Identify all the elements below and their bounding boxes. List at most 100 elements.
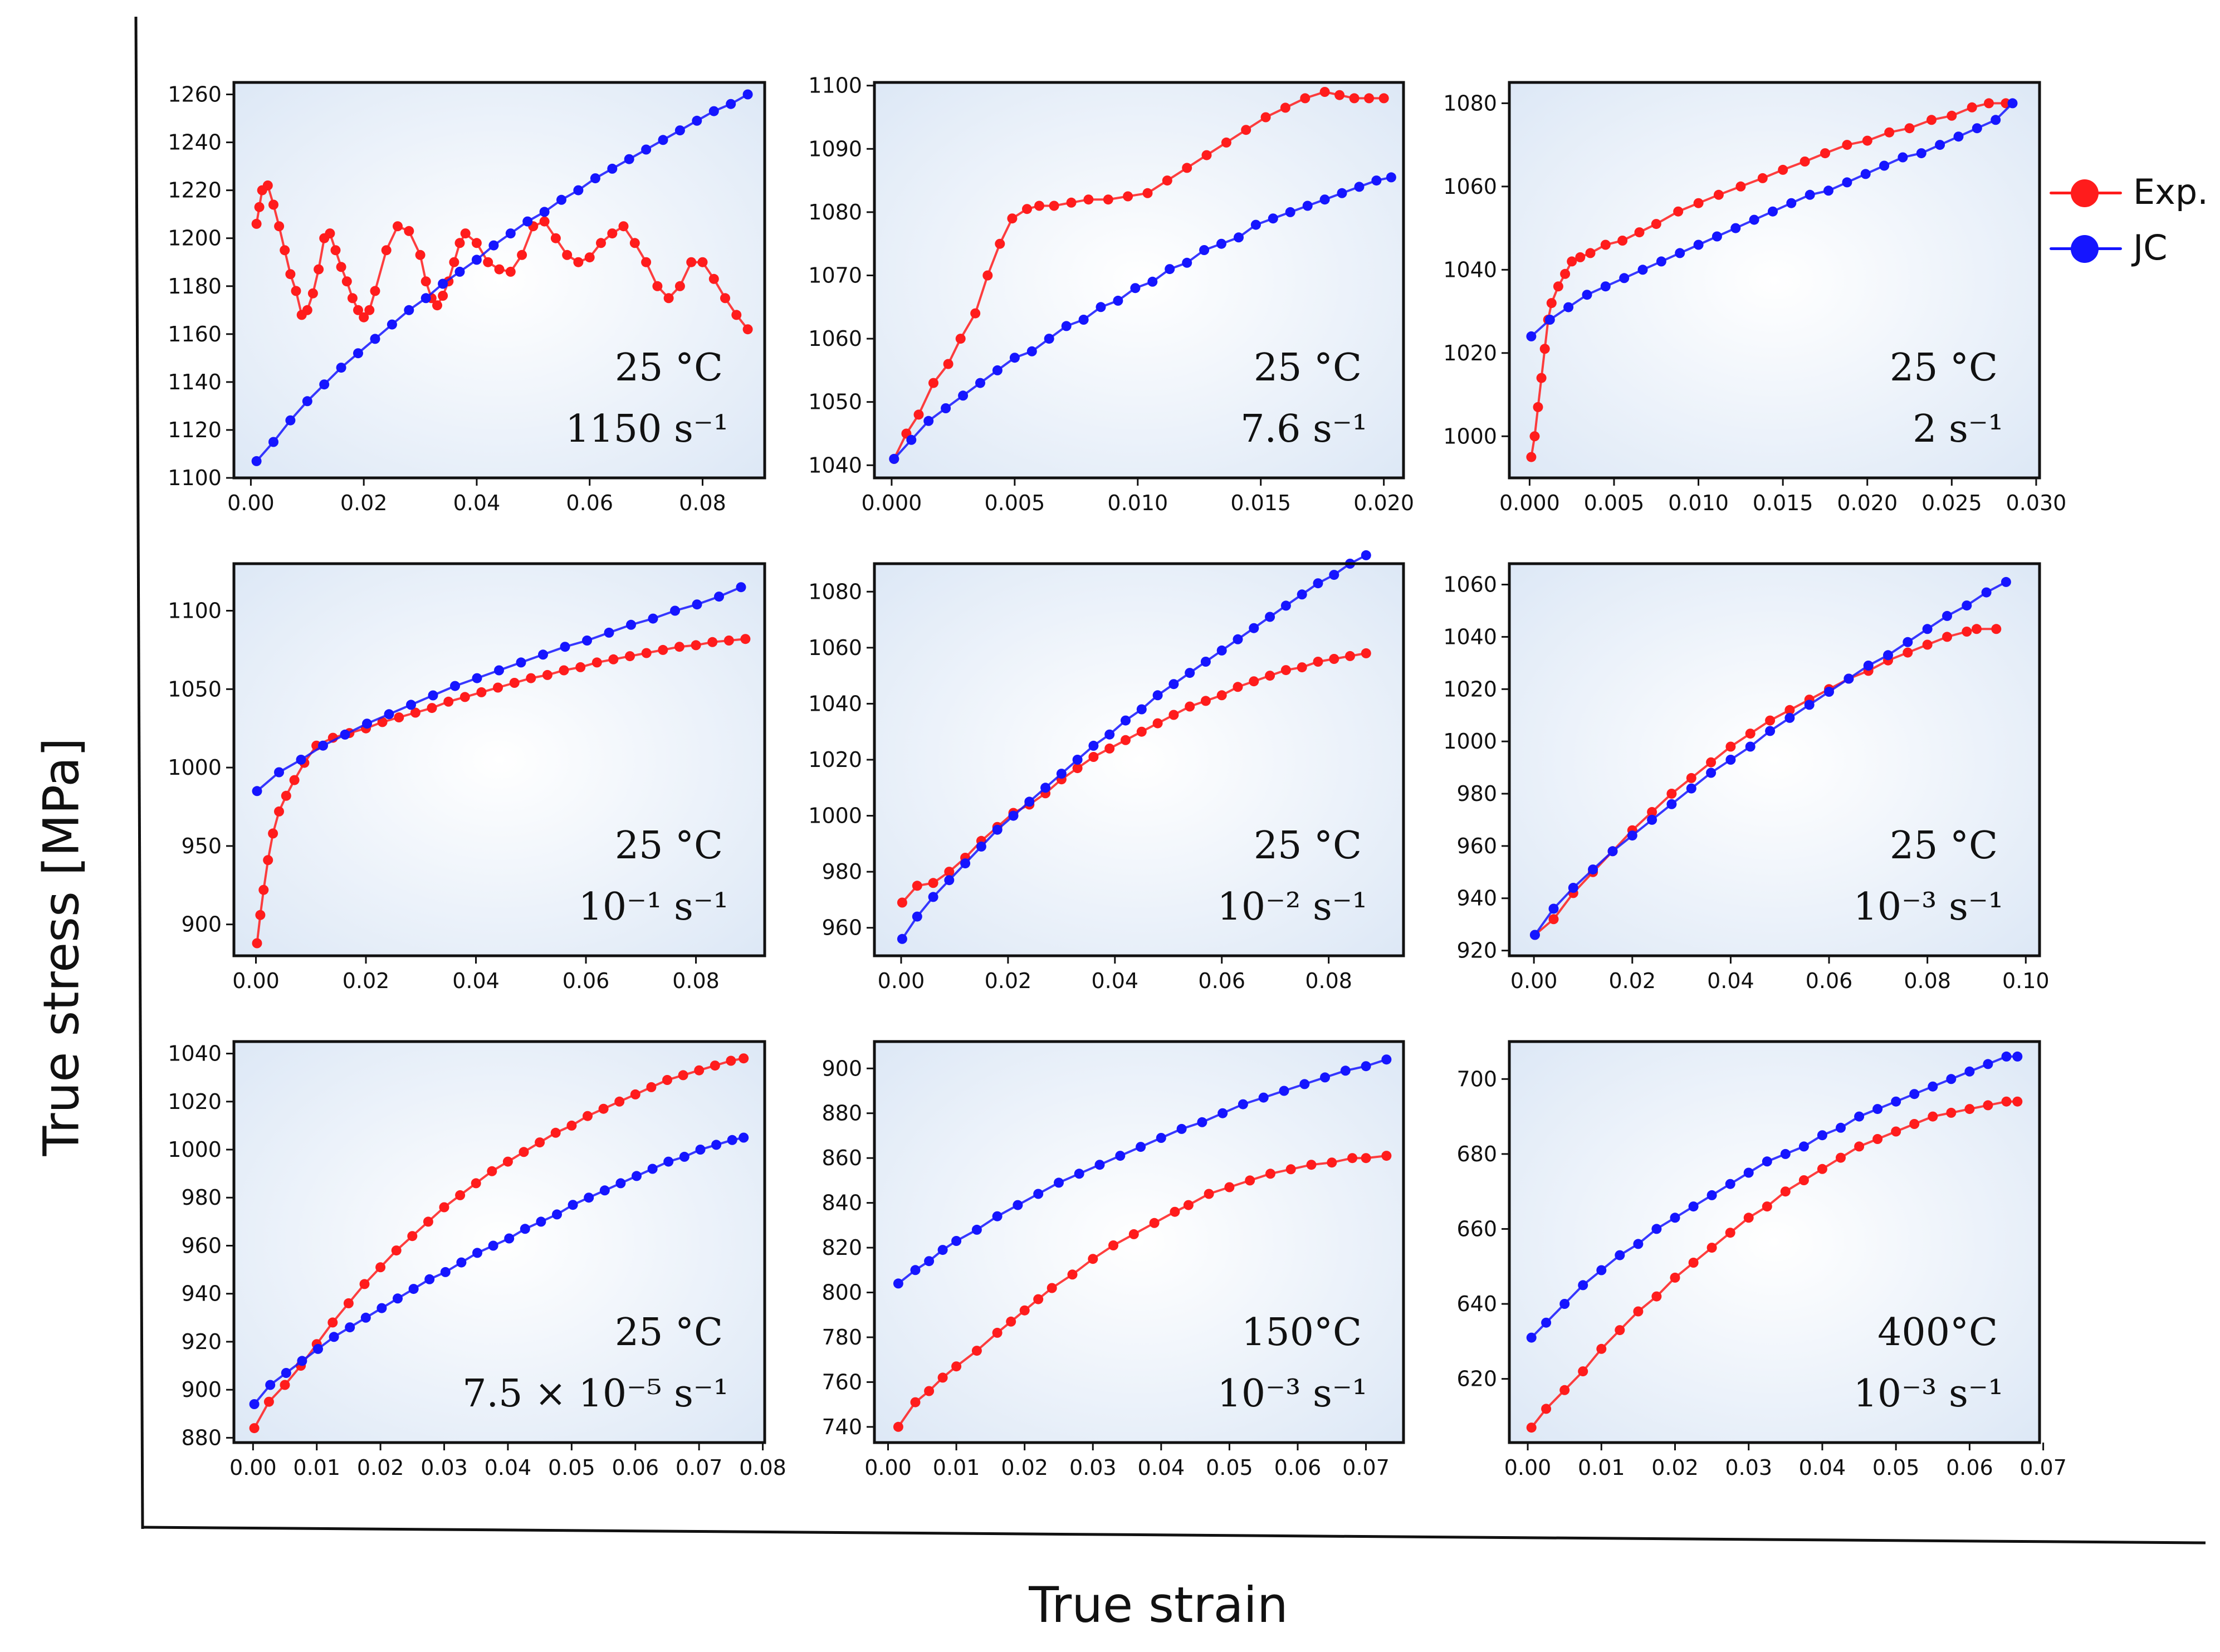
data-point-jc	[1176, 1123, 1187, 1134]
data-point-exp	[252, 938, 262, 949]
data-point-jc	[1268, 213, 1278, 224]
data-point-jc	[1916, 148, 1926, 159]
data-point-jc	[647, 1164, 658, 1174]
data-point-exp	[281, 790, 291, 801]
data-point-exp	[1836, 1152, 1846, 1163]
data-point-jc	[1216, 238, 1226, 249]
data-point-exp	[438, 291, 448, 301]
data-point-exp	[1007, 213, 1018, 224]
data-point-jc	[1798, 1141, 1809, 1152]
data-point-exp	[697, 257, 708, 267]
data-point-exp	[404, 226, 414, 236]
data-point-jc	[1381, 1054, 1392, 1065]
data-point-exp	[1526, 452, 1537, 462]
plot-area	[234, 82, 765, 478]
data-point-exp	[1022, 204, 1032, 214]
y-tick-label: 820	[822, 1235, 862, 1260]
y-tick-label: 1200	[168, 226, 222, 251]
bottom-axis-line	[142, 1526, 2206, 1545]
data-point-exp	[1329, 654, 1339, 664]
data-point-exp	[1345, 651, 1355, 661]
data-point-exp	[302, 305, 312, 315]
y-tick-label: 960	[181, 1233, 222, 1258]
data-point-exp	[596, 238, 606, 248]
data-point-jc	[1182, 257, 1192, 268]
data-point-jc	[1891, 1096, 1901, 1107]
data-point-exp	[336, 262, 346, 272]
data-point-exp	[1033, 1294, 1044, 1304]
data-point-exp	[1136, 726, 1147, 737]
data-point-jc	[568, 1200, 578, 1210]
data-point-jc	[1872, 1104, 1883, 1115]
annotation-strain-rate: 10⁻³ s⁻¹	[1854, 1372, 2003, 1416]
data-point-exp	[583, 1111, 593, 1121]
data-point-jc	[679, 1151, 690, 1162]
y-tick-label: 920	[181, 1330, 222, 1354]
data-point-jc	[1942, 610, 1952, 621]
y-tick-label: 1090	[808, 136, 862, 161]
data-point-jc	[393, 1293, 403, 1304]
data-point-exp	[268, 828, 278, 839]
y-tick-label: 980	[1456, 781, 1497, 806]
data-point-jc	[472, 1248, 482, 1258]
data-point-exp	[249, 1423, 260, 1434]
data-point-jc	[424, 1274, 435, 1284]
data-point-exp	[487, 1166, 497, 1176]
data-point-exp	[1306, 1160, 1317, 1170]
data-point-jc	[1233, 634, 1243, 644]
x-tick-label: 0.00	[878, 969, 925, 993]
data-point-exp	[1300, 93, 1311, 104]
data-point-jc	[1946, 1074, 1957, 1084]
data-point-exp	[343, 1298, 354, 1308]
data-point-jc	[1823, 185, 1833, 196]
data-point-exp	[502, 1156, 513, 1167]
data-point-jc	[1280, 600, 1291, 611]
data-point-exp	[726, 1055, 736, 1066]
y-tick-label: 1000	[808, 804, 862, 828]
y-tick-label: 980	[181, 1185, 222, 1210]
data-point-exp	[1820, 148, 1830, 159]
data-point-exp	[483, 257, 493, 267]
data-point-jc	[1094, 1160, 1105, 1170]
data-point-exp	[255, 910, 266, 920]
data-point-exp	[910, 1397, 921, 1407]
data-point-exp	[629, 238, 640, 248]
data-point-exp	[1221, 137, 1231, 148]
data-point-exp	[678, 1070, 688, 1081]
x-tick-label: 0.08	[1305, 969, 1352, 993]
data-point-jc	[1072, 755, 1083, 765]
chart-panel-9: 0.00 0.01 0.02 0.03 0.04 0.05 0.06 0.07 620 640 66…	[1456, 1040, 2067, 1480]
y-tick-label: 660	[1456, 1216, 1497, 1241]
data-point-exp	[1533, 402, 1543, 412]
data-point-jc	[1147, 276, 1158, 287]
data-point-jc	[1784, 712, 1795, 723]
data-point-jc	[1197, 1117, 1207, 1127]
data-point-exp	[377, 717, 388, 727]
x-tick-label: 0.07	[676, 1455, 723, 1480]
data-point-jc	[1762, 1156, 1772, 1167]
data-point-exp	[427, 703, 437, 713]
data-point-exp	[1260, 112, 1271, 123]
data-point-exp	[1673, 206, 1684, 217]
data-point-exp	[1047, 1283, 1057, 1293]
y-tick-label: 960	[1456, 834, 1497, 858]
y-tick-label: 920	[1456, 939, 1497, 963]
y-tick-label: 1240	[168, 130, 222, 155]
annotation-temperature: 25 °C	[615, 346, 723, 390]
data-point-jc	[1651, 1224, 1662, 1234]
chart-panel-3: 0.000 0.005 0.010 0.015 0.020 0.025 0.030 1000 1…	[1443, 81, 2066, 515]
data-point-exp	[1942, 632, 1952, 642]
data-point-jc	[1329, 570, 1339, 580]
data-point-exp	[913, 409, 924, 420]
data-point-exp	[1567, 256, 1577, 267]
data-point-exp	[471, 238, 482, 248]
data-point-jc	[560, 642, 570, 652]
y-tick-label: 1220	[168, 178, 222, 203]
chart-panel-1: 0.00 0.02 0.04 0.06 0.08 1100 1120 1140 1160 1180…	[168, 81, 766, 515]
data-point-jc	[582, 636, 592, 646]
data-point-exp	[707, 637, 718, 647]
x-tick-label: 0.06	[1198, 969, 1245, 993]
data-point-jc	[1136, 704, 1147, 715]
